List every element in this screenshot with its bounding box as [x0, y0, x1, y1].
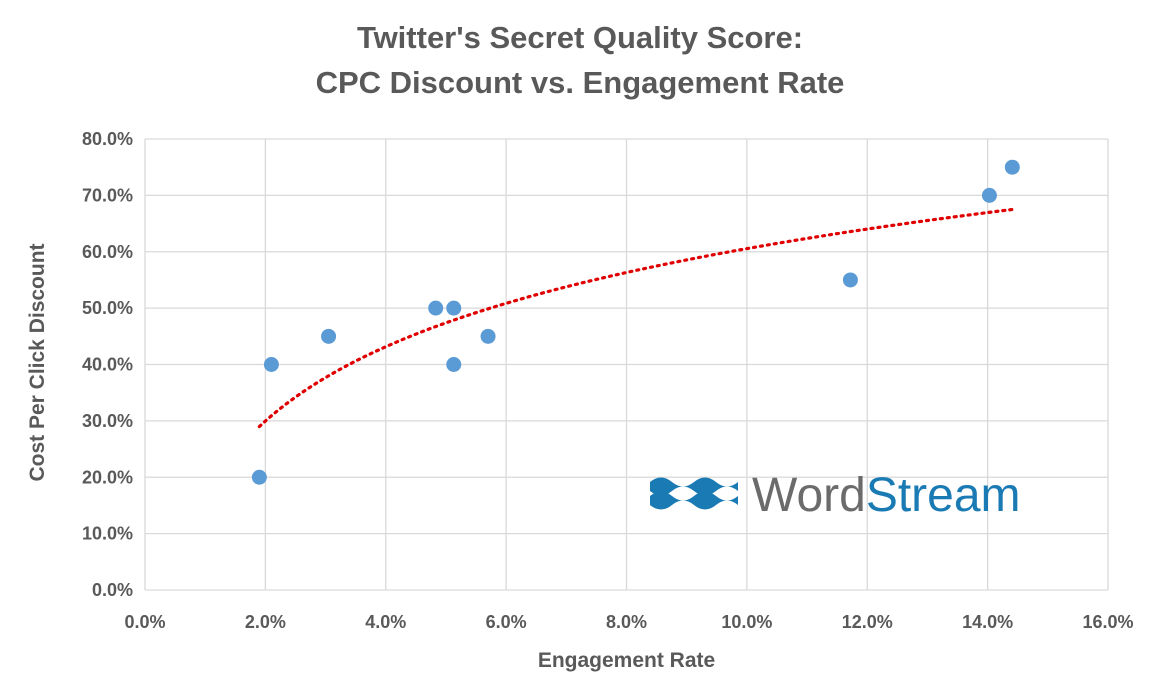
data-point: [263, 357, 279, 372]
y-tick-label: 20.0%: [82, 467, 133, 487]
data-point: [446, 300, 462, 316]
horizontal-gridlines: [145, 138, 1108, 591]
y-tick-label: 80.0%: [82, 129, 133, 149]
y-tick-label: 40.0%: [82, 355, 133, 375]
y-tick-label: 70.0%: [82, 185, 133, 205]
waves-icon: [650, 477, 738, 510]
x-tick-label: 6.0%: [486, 612, 527, 632]
y-axis-tick-labels: 0.0% 10.0% 20.0% 30.0% 40.0% 50.0% 60.0% 70.0% 8…: [82, 129, 133, 600]
chart-title-line-1: Twitter's Secret Quality Score:: [357, 20, 803, 55]
x-tick-label: 8.0%: [606, 612, 647, 632]
data-point: [321, 328, 337, 344]
data-point: [428, 300, 444, 316]
data-point: [480, 328, 496, 344]
data-point: [981, 187, 997, 203]
wordstream-watermark: WordStream: [650, 469, 1021, 522]
chart-title-line-2: CPC Discount vs. Engagement Rate: [316, 65, 845, 100]
logarithmic-trendline: [257, 207, 1014, 429]
data-point: [842, 272, 858, 288]
x-tick-label: 10.0%: [721, 612, 772, 632]
x-tick-label: 16.0%: [1082, 612, 1133, 632]
y-tick-label: 0.0%: [92, 580, 133, 600]
x-tick-label: 0.0%: [124, 612, 165, 632]
x-tick-label: 4.0%: [365, 612, 406, 632]
y-axis-title: Cost Per Click Discount: [26, 243, 49, 481]
x-tick-label: 2.0%: [245, 612, 286, 632]
y-tick-label: 50.0%: [82, 298, 133, 318]
y-tick-label: 10.0%: [82, 524, 133, 544]
data-point: [251, 469, 267, 485]
x-tick-label: 12.0%: [842, 612, 893, 632]
svg-text:WordStream: WordStream: [752, 469, 1021, 522]
watermark-stream: Stream: [866, 469, 1021, 522]
data-point: [1004, 159, 1020, 175]
x-tick-label: 14.0%: [962, 612, 1013, 632]
data-points: [251, 159, 1020, 485]
watermark-word: Word: [752, 469, 866, 522]
y-tick-label: 30.0%: [82, 411, 133, 431]
y-tick-label: 60.0%: [82, 242, 133, 262]
x-axis-tick-labels: 0.0% 2.0% 4.0% 6.0% 8.0% 10.0% 12.0% 14.0% 16.0%: [124, 612, 1133, 632]
chart-title: Twitter's Secret Quality Score: CPC Disco…: [316, 20, 845, 100]
data-point: [446, 357, 462, 372]
x-axis-title: Engagement Rate: [538, 649, 715, 672]
